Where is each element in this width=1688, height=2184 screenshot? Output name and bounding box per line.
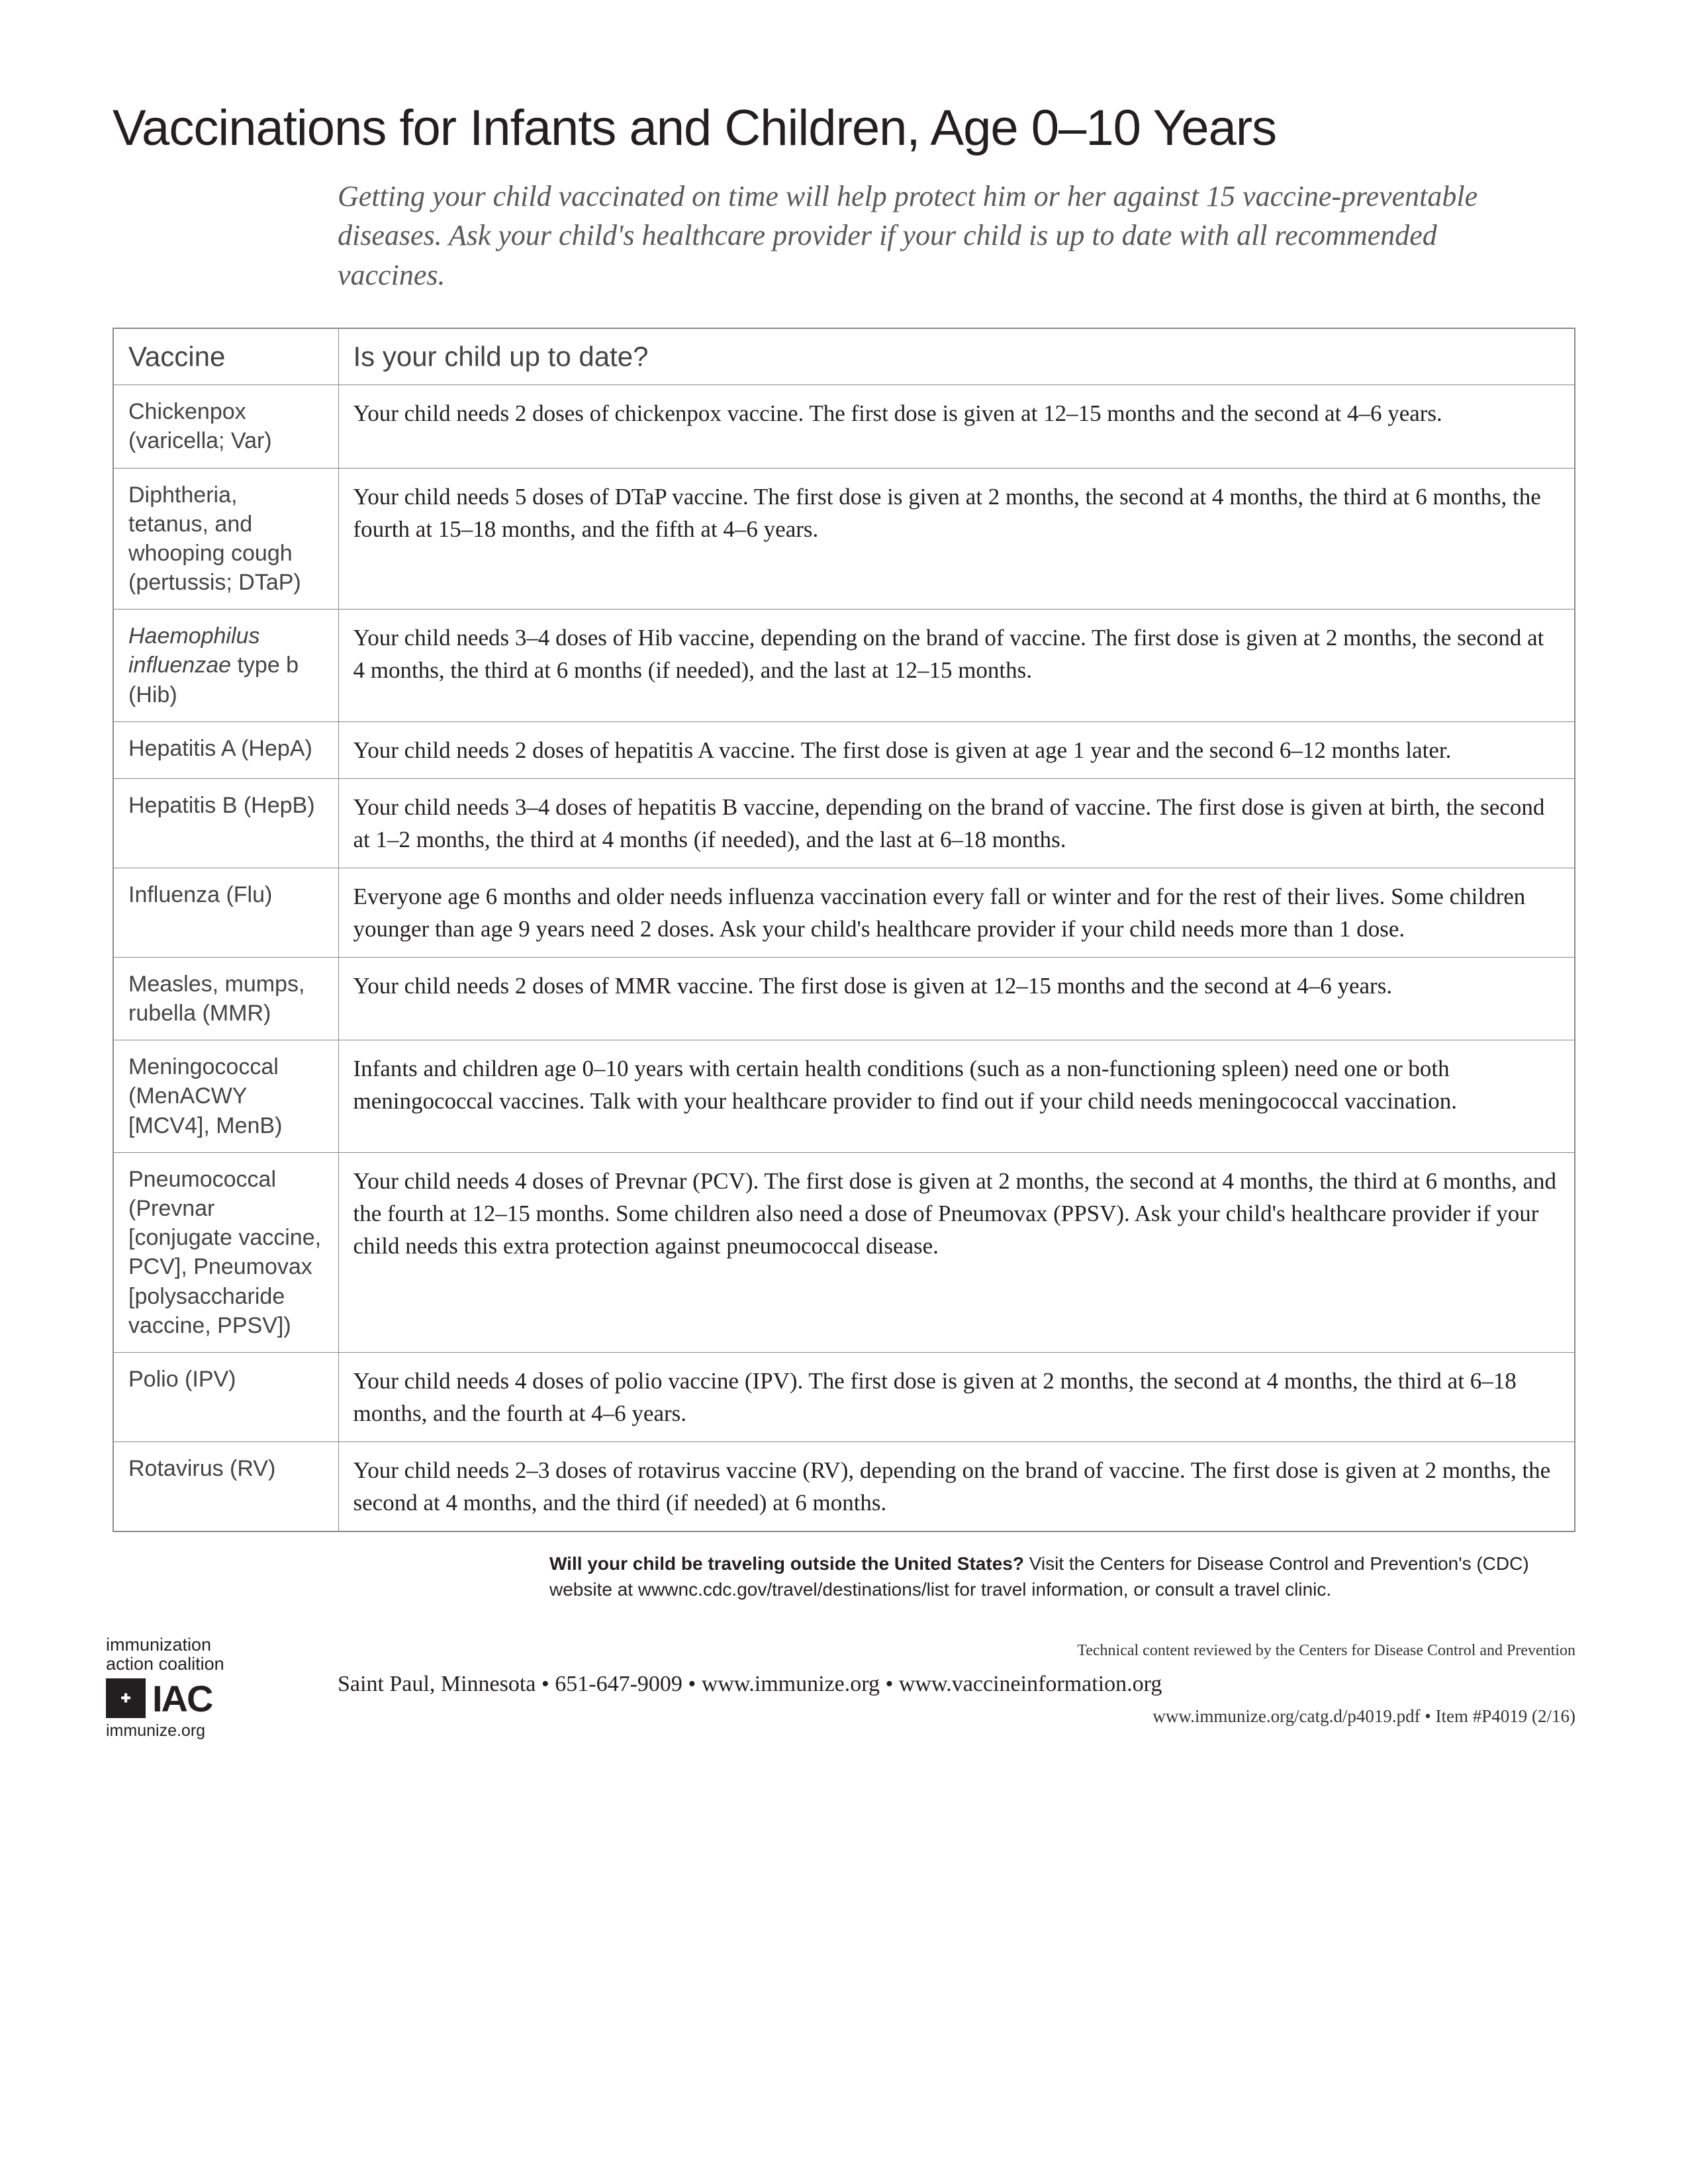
vaccine-desc-cell: Everyone age 6 months and older needs in… [338, 868, 1575, 957]
intro-paragraph: Getting your child vaccinated on time wi… [338, 177, 1536, 295]
vaccine-desc-cell: Your child needs 3–4 doses of Hib vaccin… [338, 610, 1575, 722]
vaccine-name-cell: Meningococcal (MenACWY [MCV4], MenB) [113, 1040, 338, 1153]
vaccine-desc-cell: Your child needs 4 doses of Prevnar (PCV… [338, 1152, 1575, 1352]
table-row: Polio (IPV)Your child needs 4 doses of p… [113, 1352, 1575, 1441]
vaccine-desc-cell: Your child needs 4 doses of polio vaccin… [338, 1352, 1575, 1441]
footer: immunization action coalition ✚ IAC immu… [113, 1642, 1575, 1774]
vaccine-desc-cell: Your child needs 2 doses of chickenpox v… [338, 385, 1575, 468]
vaccine-desc-cell: Your child needs 3–4 doses of hepatitis … [338, 778, 1575, 868]
vaccine-desc-cell: Infants and children age 0–10 years with… [338, 1040, 1575, 1153]
table-row: Diphtheria, tetanus, and whooping cough … [113, 468, 1575, 610]
travel-note: Will your child be traveling outside the… [549, 1551, 1575, 1602]
travel-note-bold: Will your child be traveling outside the… [549, 1553, 1024, 1574]
vaccine-desc-cell: Your child needs 2–3 doses of rotavirus … [338, 1441, 1575, 1531]
vaccine-name-cell: Rotavirus (RV) [113, 1441, 338, 1531]
footer-item: www.immunize.org/catg.d/p4019.pdf • Item… [338, 1706, 1575, 1727]
table-row: Haemophilus influenzae type b (Hib)Your … [113, 610, 1575, 722]
vaccine-desc-cell: Your child needs 2 doses of MMR vaccine.… [338, 957, 1575, 1040]
vaccine-name-cell: Haemophilus influenzae type b (Hib) [113, 610, 338, 722]
col-header-vaccine: Vaccine [113, 328, 338, 385]
footer-contact: Saint Paul, Minnesota • 651-647-9009 • w… [338, 1672, 1575, 1697]
col-header-uptodate: Is your child up to date? [338, 328, 1575, 385]
vaccine-name-cell: Pneumococcal (Prevnar [conjugate vaccine… [113, 1152, 338, 1352]
table-row: Chickenpox (varicella; Var)Your child ne… [113, 385, 1575, 468]
iac-text: IAC [152, 1677, 212, 1720]
table-row: Rotavirus (RV)Your child needs 2–3 doses… [113, 1441, 1575, 1531]
logo-line1: immunization [106, 1635, 211, 1655]
logo-line2: action coalition [106, 1654, 224, 1674]
table-row: Pneumococcal (Prevnar [conjugate vaccine… [113, 1152, 1575, 1352]
vaccine-desc-cell: Your child needs 2 doses of hepatitis A … [338, 721, 1575, 778]
vaccine-name-cell: Influenza (Flu) [113, 868, 338, 957]
vaccine-name-cell: Polio (IPV) [113, 1352, 338, 1441]
vaccine-name-cell: Hepatitis A (HepA) [113, 721, 338, 778]
page-title: Vaccinations for Infants and Children, A… [113, 99, 1575, 157]
table-row: Meningococcal (MenACWY [MCV4], MenB)Infa… [113, 1040, 1575, 1153]
vaccine-name-cell: Hepatitis B (HepB) [113, 778, 338, 868]
vaccine-name-cell: Chickenpox (varicella; Var) [113, 385, 338, 468]
vaccine-desc-cell: Your child needs 5 doses of DTaP vaccine… [338, 468, 1575, 610]
table-row: Measles, mumps, rubella (MMR)Your child … [113, 957, 1575, 1040]
footer-review: Technical content reviewed by the Center… [338, 1642, 1575, 1660]
table-row: Influenza (Flu)Everyone age 6 months and… [113, 868, 1575, 957]
iac-square-icon: ✚ [106, 1678, 146, 1718]
logo-url: immunize.org [106, 1721, 305, 1741]
table-row: Hepatitis A (HepA)Your child needs 2 dos… [113, 721, 1575, 778]
table-row: Hepatitis B (HepB)Your child needs 3–4 d… [113, 778, 1575, 868]
iac-logo: immunization action coalition ✚ IAC immu… [106, 1635, 305, 1741]
vaccine-name-cell: Measles, mumps, rubella (MMR) [113, 957, 338, 1040]
vaccine-table: Vaccine Is your child up to date? Chicke… [113, 328, 1575, 1532]
vaccine-name-cell: Diphtheria, tetanus, and whooping cough … [113, 468, 338, 610]
